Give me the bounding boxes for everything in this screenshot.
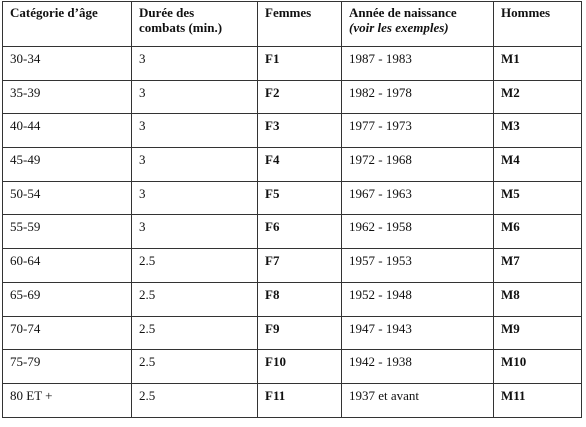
cell-birth-years: 1987 - 1983	[341, 46, 494, 81]
table-row: 30-34 3 F1 1987 - 1983 M1	[2, 46, 582, 81]
cell-women-category: F9	[257, 315, 342, 351]
cell-age-category: 80 ET +	[2, 382, 132, 418]
cell-duration: 3	[131, 79, 258, 115]
cell-age-category: 60-64	[2, 248, 132, 283]
header-men: Hommes	[493, 1, 582, 47]
table-body: 30-34 3 F1 1987 - 1983 M1 35-39 3 F2 1982 - 1978…	[2, 46, 582, 418]
cell-men-category: M11	[493, 382, 582, 418]
cell-birth-years: 1937 et avant	[341, 382, 494, 418]
cell-men-category: M8	[493, 281, 582, 317]
cell-birth-years: 1947 - 1943	[341, 315, 494, 351]
cell-duration: 3	[131, 214, 258, 250]
cell-birth-years: 1957 - 1953	[341, 248, 494, 283]
cell-age-category: 55-59	[2, 214, 132, 250]
cell-birth-years: 1962 - 1958	[341, 214, 494, 250]
cell-women-category: F5	[257, 180, 342, 216]
table-row: 45-49 3 F4 1972 - 1968 M4	[2, 147, 582, 182]
cell-duration: 2.5	[131, 349, 258, 384]
cell-women-category: F3	[257, 113, 342, 149]
cell-duration: 3	[131, 180, 258, 216]
cell-age-category: 30-34	[2, 46, 132, 81]
table-row: 80 ET +2.5 F11 1937 et avant M11	[2, 382, 582, 418]
header-birth-year: Année de naissance (voir les exemples)	[341, 1, 494, 47]
cell-age-category: 70-74	[2, 315, 132, 351]
cell-duration: 2.5	[131, 315, 258, 351]
header-duration: Durée des combats (min.)	[131, 1, 258, 47]
cell-women-category: F8	[257, 281, 342, 317]
cell-birth-years: 1972 - 1968	[341, 147, 494, 182]
header-birth-line2: (voir les exemples)	[349, 20, 449, 35]
table-row: 50-54 3 F5 1967 - 1963 M5	[2, 180, 582, 216]
cell-age-category: 35-39	[2, 79, 132, 115]
table-row: 40-44 3 F3 1977 - 1973 M3	[2, 113, 582, 149]
cell-men-category: M4	[493, 147, 582, 182]
cell-men-category: M10	[493, 349, 582, 384]
cell-birth-years: 1952 - 1948	[341, 281, 494, 317]
cell-age-category: 40-44	[2, 113, 132, 149]
table-row: 75-79 2.5 F10 1942 - 1938 M10	[2, 349, 582, 384]
cell-men-category: M3	[493, 113, 582, 149]
cell-age-category: 45-49	[2, 147, 132, 182]
cell-women-category: F10	[257, 349, 342, 384]
cell-birth-years: 1967 - 1963	[341, 180, 494, 216]
cell-birth-years: 1977 - 1973	[341, 113, 494, 149]
cell-age-category: 65-69	[2, 281, 132, 317]
cell-women-category: F1	[257, 46, 342, 81]
table-row: 60-64 2.5 F7 1957 - 1953 M7	[2, 248, 582, 283]
cell-men-category: M1	[493, 46, 582, 81]
header-men-label: Hommes	[501, 5, 551, 20]
header-women: Femmes	[257, 1, 342, 47]
cell-duration: 3	[131, 46, 258, 81]
cell-birth-years: 1982 - 1978	[341, 79, 494, 115]
cell-men-category: M7	[493, 248, 582, 283]
cell-duration: 2.5	[131, 281, 258, 317]
cell-duration: 2.5	[131, 248, 258, 283]
cell-women-category: F4	[257, 147, 342, 182]
cell-duration: 3	[131, 147, 258, 182]
cell-age-category: 75-79	[2, 349, 132, 384]
cell-duration: 2.5	[131, 382, 258, 418]
cell-women-category: F7	[257, 248, 342, 283]
age-category-table: Catégorie d’âge Durée des combats (min.) …	[2, 1, 582, 418]
table-header-row: Catégorie d’âge Durée des combats (min.) …	[2, 1, 582, 47]
header-birth-line1: Année de naissance	[349, 5, 457, 20]
cell-men-category: M9	[493, 315, 582, 351]
cell-duration: 3	[131, 113, 258, 149]
table-row: 70-74 2.5 F9 1947 - 1943 M9	[2, 315, 582, 351]
header-age-category: Catégorie d’âge	[2, 1, 132, 47]
cell-women-category: F6	[257, 214, 342, 250]
table-row: 55-59 3 F6 1962 - 1958 M6	[2, 214, 582, 250]
table-row: 65-69 2.5 F8 1952 - 1948 M8	[2, 281, 582, 317]
cell-men-category: M6	[493, 214, 582, 250]
table-row: 35-39 3 F2 1982 - 1978 M2	[2, 79, 582, 115]
header-duration-line2: combats (min.)	[139, 20, 223, 35]
header-duration-line1: Durée des	[139, 5, 195, 20]
header-age-label: Catégorie d’âge	[10, 5, 98, 20]
cell-birth-years: 1942 - 1938	[341, 349, 494, 384]
cell-women-category: F2	[257, 79, 342, 115]
header-women-label: Femmes	[265, 5, 312, 20]
cell-age-category: 50-54	[2, 180, 132, 216]
cell-men-category: M5	[493, 180, 582, 216]
cell-women-category: F11	[257, 382, 342, 418]
cell-men-category: M2	[493, 79, 582, 115]
